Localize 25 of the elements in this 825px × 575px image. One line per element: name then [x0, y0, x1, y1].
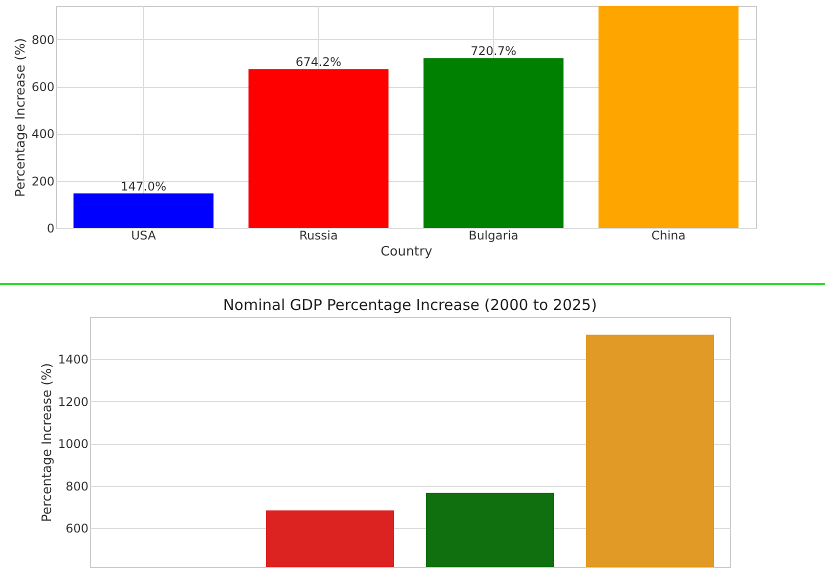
bar: [424, 58, 564, 228]
y-axis-title: Percentage Increase (%): [14, 38, 29, 197]
y-tick-label: 1400: [58, 352, 88, 367]
y-tick-label: 200: [32, 174, 54, 188]
data-label: 720.7%: [470, 44, 516, 58]
y-tick-label: 800: [66, 479, 88, 494]
y-tick-label: 0: [46, 222, 54, 236]
bar: [598, 6, 738, 228]
y-tick-label: 600: [32, 80, 54, 94]
y-tick-label: 400: [32, 127, 54, 142]
data-label: 674.2%: [296, 55, 342, 70]
x-tick-label: Russia: [299, 228, 338, 242]
y-tick-label: 800: [32, 32, 54, 47]
x-axis-title: Country: [380, 244, 433, 260]
chart-title: Nominal GDP Percentage Increase (2000 to 2025): [223, 296, 597, 314]
y-tick-label: 1200: [58, 394, 88, 409]
x-tick-label: China: [651, 228, 686, 242]
y-tick-label: 600: [66, 522, 88, 536]
y-axis-title: Percentage Increase (%): [40, 363, 55, 522]
y-tick-label: 1000: [58, 437, 88, 452]
bar: [248, 69, 388, 228]
bar: [74, 193, 214, 228]
data-label: 147.0%: [120, 179, 166, 194]
x-tick-label: USA: [131, 228, 157, 242]
x-tick-label: Bulgaria: [468, 228, 518, 242]
